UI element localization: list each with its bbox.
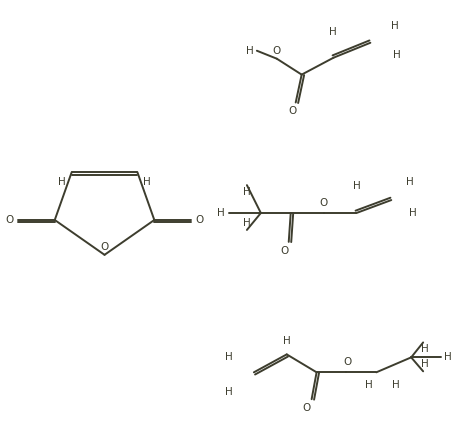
Text: O: O <box>195 215 203 225</box>
Text: H: H <box>392 380 400 390</box>
Text: H: H <box>393 50 401 60</box>
Text: O: O <box>101 242 109 252</box>
Text: H: H <box>364 380 372 390</box>
Text: O: O <box>319 198 328 208</box>
Text: H: H <box>444 352 451 362</box>
Text: H: H <box>225 352 233 362</box>
Text: H: H <box>283 336 290 347</box>
Text: O: O <box>6 215 14 225</box>
Text: O: O <box>289 107 297 117</box>
Text: H: H <box>217 208 225 218</box>
Text: H: H <box>243 218 251 228</box>
Text: H: H <box>246 46 254 56</box>
Text: H: H <box>391 21 399 31</box>
Text: H: H <box>406 177 414 187</box>
Text: H: H <box>353 181 360 191</box>
Text: H: H <box>143 177 151 187</box>
Text: H: H <box>329 27 336 37</box>
Text: H: H <box>421 344 429 354</box>
Text: O: O <box>343 357 352 367</box>
Text: O: O <box>303 403 311 413</box>
Text: H: H <box>225 387 233 397</box>
Text: O: O <box>273 46 281 56</box>
Text: H: H <box>243 187 251 197</box>
Text: H: H <box>421 359 429 369</box>
Text: O: O <box>281 246 289 256</box>
Text: H: H <box>58 177 65 187</box>
Text: H: H <box>410 208 417 218</box>
